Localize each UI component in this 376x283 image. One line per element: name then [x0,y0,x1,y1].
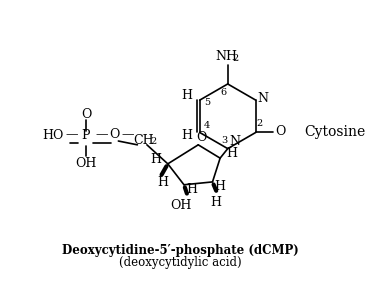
Text: N: N [230,136,241,149]
Text: N: N [257,92,268,105]
Text: 2: 2 [232,54,238,63]
Text: OH: OH [75,157,97,170]
Text: 3: 3 [222,136,228,145]
Text: CH: CH [134,134,155,147]
Text: OH: OH [170,199,192,212]
Text: H: H [226,147,237,160]
Text: H: H [181,129,192,142]
Text: O: O [109,128,120,141]
Text: —: — [121,128,134,141]
Text: 2: 2 [256,119,263,128]
Text: 4: 4 [204,121,211,130]
Text: O: O [196,131,206,144]
Text: Deoxycytidine-5′-phosphate (dCMP): Deoxycytidine-5′-phosphate (dCMP) [62,244,299,257]
Text: H: H [181,89,192,102]
Text: HO: HO [42,129,64,142]
Text: 5: 5 [204,98,211,108]
Text: —: — [95,128,108,141]
Text: P: P [82,129,90,142]
Text: O: O [275,125,286,138]
Text: H: H [210,196,221,209]
Text: O: O [81,108,91,121]
Text: —: — [65,128,78,141]
Text: H: H [150,153,161,166]
Text: Cytosine: Cytosine [304,125,365,140]
Text: H: H [215,180,226,193]
Text: 2: 2 [150,138,157,147]
Text: H: H [186,183,197,196]
Text: 6: 6 [220,88,226,97]
Text: (deoxycytidylic acid): (deoxycytidylic acid) [119,256,241,269]
Text: NH: NH [216,50,238,63]
Text: H: H [158,176,168,189]
